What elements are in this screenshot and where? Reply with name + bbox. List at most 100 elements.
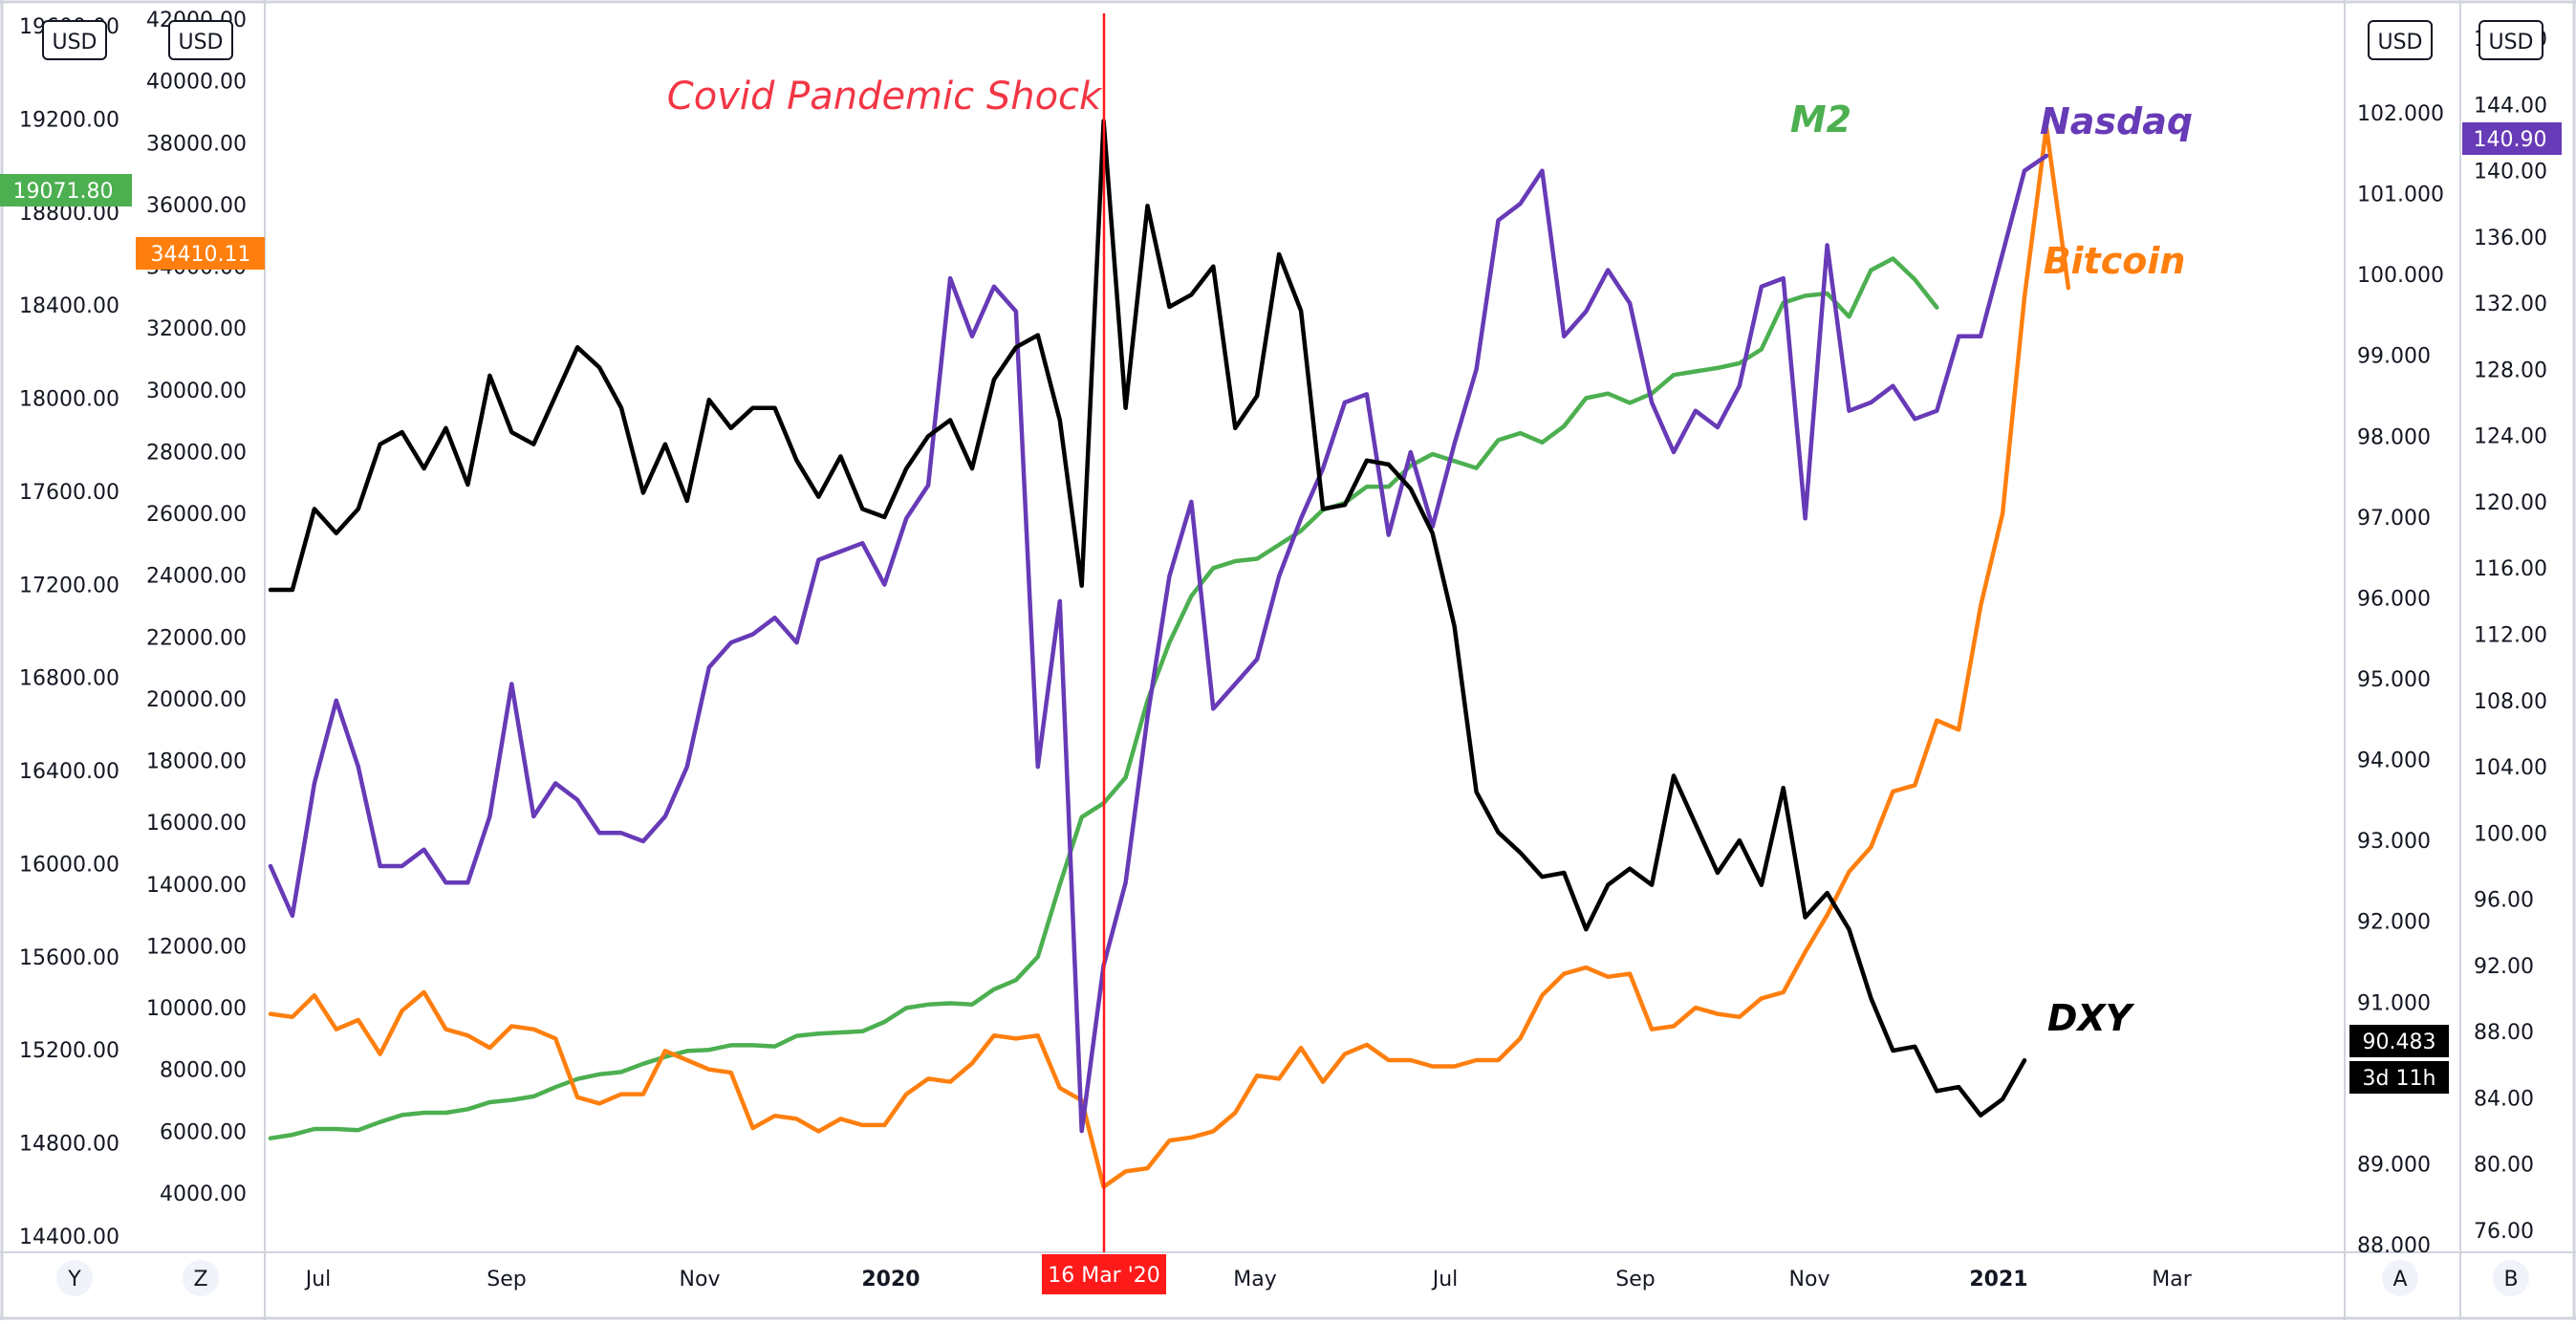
series-label-dxy: DXY (2047, 997, 2135, 1039)
axis-button-y3-label: A (2392, 1268, 2407, 1291)
badge-countdown: 3d 11h (2349, 1061, 2449, 1094)
tick-label-y4: 116.00 (2474, 557, 2547, 581)
tick-label-y3: 91.000 (2357, 991, 2431, 1015)
tick-label-y2: 24000.00 (146, 565, 247, 589)
tick-label-y1: 16000.00 (19, 854, 119, 878)
tick-label-y2: 28000.00 (146, 441, 247, 465)
tick-label-y4: 96.00 (2474, 889, 2534, 913)
series-line-dxy (268, 119, 2027, 1118)
tick-label-y4: 76.00 (2474, 1220, 2534, 1244)
tick-label-y2: 40000.00 (146, 71, 247, 95)
unit-label-y3: USD (2377, 31, 2422, 54)
tick-label-y1: 14400.00 (19, 1226, 119, 1249)
unit-label-y2: USD (178, 31, 223, 54)
axis-button-y4-label: B (2503, 1268, 2518, 1291)
tick-label-y2: 10000.00 (146, 997, 247, 1021)
tick-label-y4: 80.00 (2474, 1154, 2534, 1178)
tick-label-y4: 88.00 (2474, 1021, 2534, 1045)
tick-label-y2: 30000.00 (146, 380, 247, 403)
tick-label-y4: 112.00 (2474, 624, 2547, 648)
tick-label-y3: 92.000 (2357, 911, 2431, 935)
tick-label-y4: 128.00 (2474, 358, 2547, 382)
tick-label-y4: 136.00 (2474, 227, 2547, 250)
badge-nasdaq: 140.90 (2462, 122, 2562, 155)
axis-button-y2[interactable]: Z (183, 1260, 219, 1296)
tick-label-y2: 4000.00 (160, 1183, 247, 1206)
tick-label-y1: 18000.00 (19, 388, 119, 412)
badge-m2-text: 19071.80 (13, 180, 114, 204)
tick-label-y2: 20000.00 (146, 688, 247, 712)
tick-label-y3: 93.000 (2357, 830, 2431, 854)
tick-label-y1: 18400.00 (19, 294, 119, 318)
badge-countdown-text: 3d 11h (2363, 1067, 2436, 1091)
tick-label-y4: 132.00 (2474, 293, 2547, 316)
tick-label-y2: 36000.00 (146, 194, 247, 218)
time-axis-label: Nov (1789, 1268, 1830, 1291)
tick-label-y4: 140.00 (2474, 161, 2547, 184)
tick-label-y1: 16400.00 (19, 760, 119, 784)
event-annotation: Covid Pandemic Shock (667, 75, 1103, 119)
series-label-bitcoin: Bitcoin (2044, 240, 2186, 282)
tick-label-y1: 14800.00 (19, 1133, 119, 1157)
time-axis-label: Sep (487, 1268, 526, 1291)
time-axis-label: Sep (1615, 1268, 1655, 1291)
series-label-m2: M2 (1790, 98, 1851, 141)
tick-label-y2: 14000.00 (146, 874, 247, 898)
time-axis-label: Jul (304, 1268, 332, 1291)
tick-label-y1: 19200.00 (19, 108, 119, 132)
axis-button-y4[interactable]: B (2493, 1260, 2529, 1296)
axis-button-y3[interactable]: A (2382, 1260, 2418, 1296)
time-axis-label: Mar (2152, 1268, 2192, 1291)
unit-box-y4[interactable]: USD (2479, 20, 2544, 60)
tick-label-y3: 100.000 (2357, 264, 2444, 288)
unit-box-y3[interactable]: USD (2368, 20, 2433, 60)
tick-label-y3: 102.000 (2357, 102, 2444, 126)
time-axis-label: Jul (1431, 1268, 1459, 1291)
badge-dxy-text: 90.483 (2363, 1031, 2436, 1054)
tick-label-y3: 89.000 (2357, 1153, 2431, 1177)
unit-box-y1[interactable]: USD (42, 20, 107, 60)
badge-nasdaq-text: 140.90 (2474, 128, 2547, 152)
time-axis-label: 2021 (1969, 1268, 2027, 1291)
time-axis-label: 2020 (861, 1268, 920, 1291)
tick-label-y3: 101.000 (2357, 184, 2444, 207)
tick-label-y3: 99.000 (2357, 345, 2431, 369)
unit-label-y1: USD (52, 31, 97, 54)
tick-label-y3: 98.000 (2357, 425, 2431, 449)
time-axis-label: May (1233, 1268, 1276, 1291)
date-highlight-text: 16 Mar '20 (1048, 1264, 1160, 1288)
series-line-bitcoin (268, 124, 2071, 1189)
axis-button-y1[interactable]: Y (56, 1260, 93, 1296)
tick-label-y3: 96.000 (2357, 587, 2431, 611)
badge-bitcoin-text: 34410.11 (151, 243, 251, 267)
tick-label-y4: 92.00 (2474, 955, 2534, 979)
tick-label-y3: 94.000 (2357, 749, 2431, 773)
tick-label-y4: 100.00 (2474, 822, 2547, 846)
tick-label-y1: 17200.00 (19, 574, 119, 597)
badge-dxy: 90.483 (2349, 1025, 2449, 1057)
tick-label-y2: 18000.00 (146, 750, 247, 774)
series-line-nasdaq (268, 153, 2049, 1134)
badge-bitcoin: 34410.11 (136, 237, 265, 270)
tick-label-y4: 108.00 (2474, 690, 2547, 714)
unit-box-y2[interactable]: USD (168, 20, 233, 60)
tick-label-y3: 88.000 (2357, 1234, 2431, 1258)
tick-label-y3: 95.000 (2357, 668, 2431, 692)
tick-label-y2: 22000.00 (146, 626, 247, 650)
axis-button-y2-label: Z (193, 1268, 207, 1291)
badge-m2: 19071.80 (0, 174, 132, 206)
tick-label-y4: 120.00 (2474, 491, 2547, 515)
tick-label-y4: 144.00 (2474, 94, 2547, 118)
tick-label-y4: 84.00 (2474, 1087, 2534, 1111)
tick-label-y2: 16000.00 (146, 812, 247, 836)
axis-button-y1-label: Y (67, 1268, 81, 1291)
tick-label-y2: 32000.00 (146, 317, 247, 341)
tick-label-y1: 15600.00 (19, 946, 119, 970)
tick-label-y1: 17600.00 (19, 481, 119, 505)
time-axis-label: Nov (680, 1268, 721, 1291)
tick-label-y2: 6000.00 (160, 1120, 247, 1144)
tick-label-y2: 12000.00 (146, 936, 247, 960)
